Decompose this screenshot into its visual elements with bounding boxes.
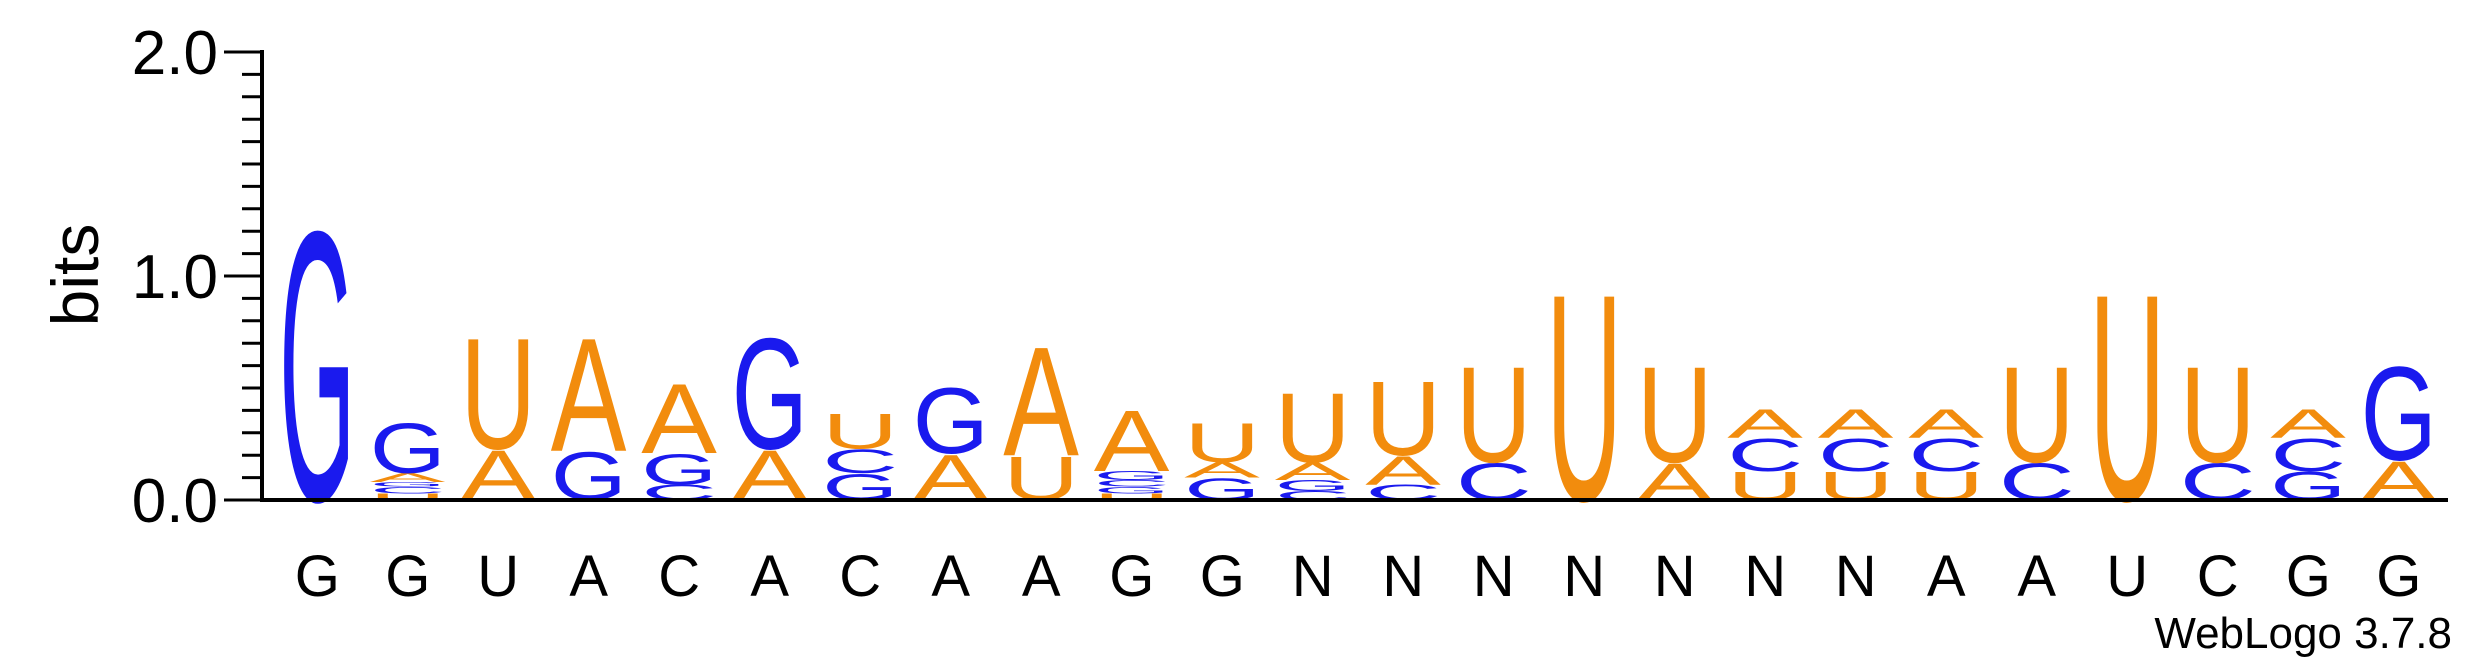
position-label: A: [1022, 544, 1061, 609]
position-label: N: [1654, 544, 1696, 609]
logo-letter-U: U: [822, 404, 898, 460]
logo-letter-A: A: [1908, 401, 1984, 446]
logo-letter-U: U: [1546, 234, 1622, 564]
position-label: C: [2197, 544, 2239, 609]
logo-letter-A: A: [2270, 401, 2346, 446]
logo-letter-U: U: [1365, 360, 1441, 478]
logo-letter-U: U: [2089, 234, 2165, 564]
y-axis: 0.0 1.0 2.0: [132, 19, 262, 536]
position-label: N: [1292, 544, 1334, 609]
logo-letter-A: A: [641, 362, 717, 474]
logo-letter-A: A: [1727, 401, 1803, 446]
logo-letter-U: U: [460, 305, 536, 483]
logo-letter-G: G: [2361, 339, 2437, 489]
logo-letter-A: A: [1094, 392, 1170, 489]
position-label: A: [569, 544, 608, 609]
position-label: G: [385, 544, 430, 609]
logo-letter-U: U: [1275, 372, 1351, 484]
position-label: C: [658, 544, 700, 609]
position-label: G: [2376, 544, 2421, 609]
logo-letter-A: A: [1818, 401, 1894, 446]
position-label: G: [295, 544, 340, 609]
logo-letter-U: U: [1999, 337, 2075, 491]
logo-letter-G: G: [279, 150, 355, 582]
position-label: A: [1927, 544, 1966, 609]
logo-letter-U: U: [1184, 411, 1260, 473]
position-label: N: [1563, 544, 1605, 609]
position-label: G: [2286, 544, 2331, 609]
position-label: A: [931, 544, 970, 609]
y-tick-label: 0.0: [132, 467, 218, 536]
y-tick-label: 1.0: [132, 243, 218, 312]
position-label: U: [477, 544, 519, 609]
logo-letter-A: A: [551, 305, 627, 486]
logo-letter-U: U: [2180, 337, 2256, 491]
logo-letter-A: A: [1003, 315, 1079, 489]
position-label: N: [1382, 544, 1424, 609]
position-label: A: [750, 544, 789, 609]
position-label: N: [1473, 544, 1515, 609]
logo-letter-U: U: [1637, 337, 1713, 491]
y-axis-title: bits: [38, 224, 112, 327]
position-label: C: [839, 544, 881, 609]
position-label: G: [1109, 544, 1154, 609]
logo-letter-U: U: [1456, 337, 1532, 491]
position-label: A: [2017, 544, 2056, 609]
logo-letter-G: G: [370, 409, 446, 489]
position-label: U: [2106, 544, 2148, 609]
weblogo-credit: WebLogo 3.7.8: [2154, 609, 2452, 658]
logo-letter-G: G: [732, 305, 808, 482]
position-label: N: [1744, 544, 1786, 609]
logo-letter-G: G: [913, 370, 989, 474]
position-label: N: [1835, 544, 1877, 609]
position-label: G: [1200, 544, 1245, 609]
y-tick-label: 2.0: [132, 19, 218, 88]
